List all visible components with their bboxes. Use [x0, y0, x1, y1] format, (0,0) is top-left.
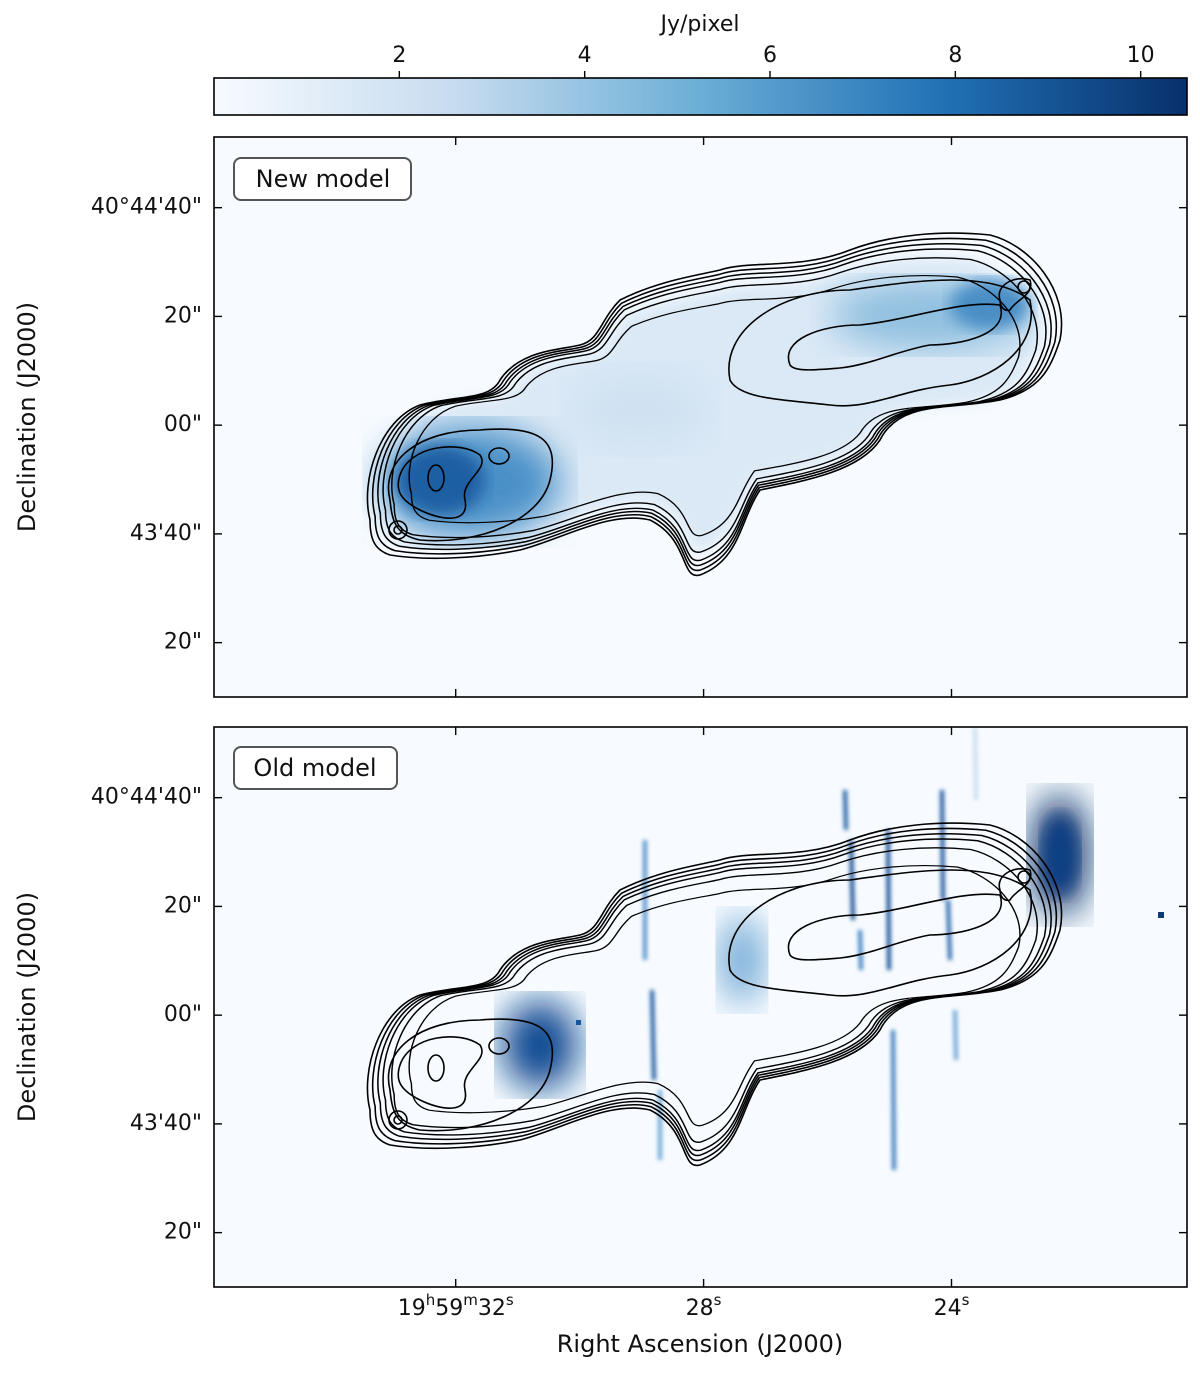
- y-tick-label: 20": [164, 630, 202, 655]
- y-tick-label: 20": [164, 893, 202, 918]
- x-tick-label: 19h59m32s: [398, 1291, 514, 1322]
- y-tick-label: 43'40": [130, 521, 202, 546]
- y-axis-label: Declination (J2000): [13, 302, 41, 532]
- colorbar-tick-label: 8: [948, 43, 962, 68]
- x-tick-label: 28s: [686, 1291, 722, 1322]
- colorbar: [214, 78, 1187, 115]
- x-axis-label: Right Ascension (J2000): [557, 1330, 844, 1358]
- panel-label: New model: [256, 165, 391, 193]
- colorbar-tick-label: 2: [392, 43, 406, 68]
- y-tick-label: 00": [164, 412, 202, 437]
- image-new: [214, 137, 1187, 697]
- panel-label: Old model: [253, 754, 376, 782]
- panel-frame: [213, 726, 1188, 1288]
- panel-frame: [213, 136, 1188, 698]
- image-old: [214, 727, 1187, 1287]
- y-axis-label: Declination (J2000): [13, 892, 41, 1122]
- y-tick-label: 40°44'40": [91, 195, 202, 220]
- y-tick-label: 20": [164, 303, 202, 328]
- colorbar-tick-label: 4: [578, 43, 592, 68]
- colorbar-label: Jy/pixel: [659, 12, 740, 37]
- colorbar-frame: [213, 77, 1188, 116]
- panel-label-box: [233, 746, 398, 790]
- colorbar-tick-label: 10: [1127, 43, 1155, 68]
- panel-label-box: [233, 157, 412, 201]
- colorbar-tick-label: 6: [763, 43, 777, 68]
- y-tick-label: 00": [164, 1002, 202, 1027]
- y-tick-label: 43'40": [130, 1111, 202, 1136]
- x-tick-label: 24s: [934, 1291, 970, 1322]
- y-tick-label: 40°44'40": [91, 785, 202, 810]
- y-tick-label: 20": [164, 1220, 202, 1245]
